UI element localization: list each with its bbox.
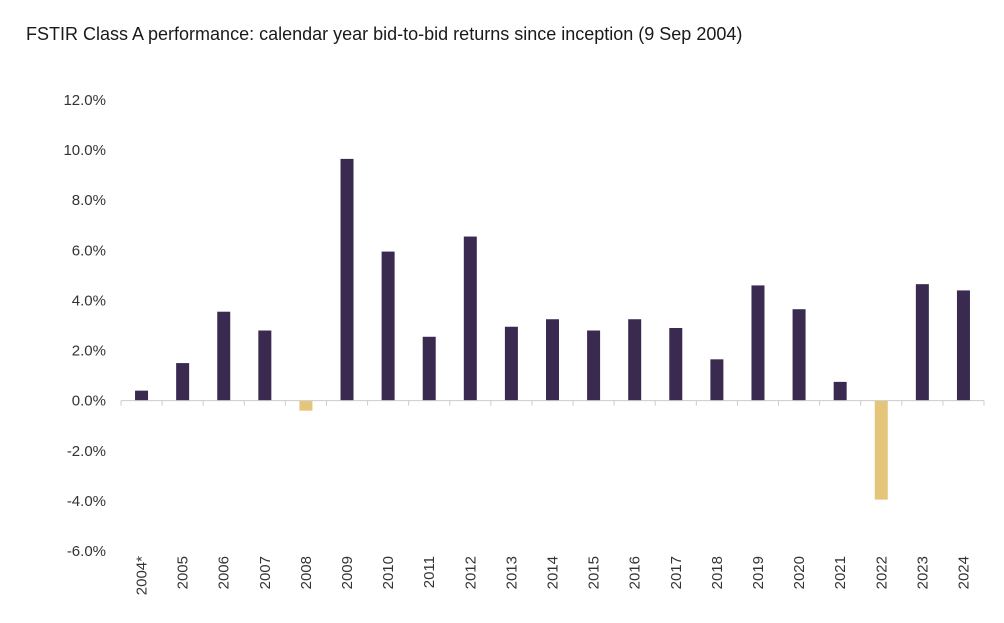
y-tick-label: 4.0% [72, 292, 106, 309]
x-tick-marks [120, 400, 985, 406]
x-tick-label: 2004* [134, 556, 151, 595]
bar-2004 [135, 390, 149, 401]
y-tick-label: -2.0% [67, 443, 106, 460]
bar-2015 [587, 330, 601, 401]
bar-2016 [628, 319, 642, 401]
x-tick-label: 2005 [175, 556, 192, 589]
y-tick-label: 2.0% [72, 343, 106, 360]
chart-title: FSTIR Class A performance: calendar year… [26, 24, 743, 44]
x-tick-label: 2015 [586, 556, 603, 589]
bar-2006 [217, 311, 231, 401]
bar-2022 [874, 400, 888, 500]
y-tick-label: 12.0% [63, 92, 106, 109]
bar-2019 [751, 285, 765, 401]
bar-2005 [176, 363, 190, 401]
bar-2008 [299, 400, 313, 411]
x-tick-label: 2010 [380, 556, 397, 589]
x-tick-label: 2011 [421, 556, 438, 588]
x-tick-label: 2022 [873, 556, 890, 589]
bar-2010 [381, 251, 395, 401]
y-tick-label: -4.0% [67, 493, 106, 510]
x-tick-label: 2014 [545, 556, 562, 589]
x-tick-label: 2007 [257, 556, 274, 589]
x-tick-label: 2021 [832, 556, 849, 589]
bar-2012 [463, 236, 477, 401]
x-tick-label: 2023 [914, 556, 931, 589]
x-tick-label: 2017 [668, 556, 685, 589]
y-tick-label: -6.0% [67, 543, 106, 560]
x-tick-label: 2020 [791, 556, 808, 589]
x-tick-label: 2016 [627, 556, 644, 589]
x-tick-label: 2013 [503, 556, 520, 589]
bar-2013 [504, 326, 518, 401]
bar-2017 [669, 328, 683, 401]
bar-2024 [956, 290, 970, 401]
x-axis-labels: 2004* 2005 2006 2007 2008 2009 2010 2011 2012 201… [134, 556, 973, 595]
y-tick-label: 6.0% [72, 242, 106, 259]
bar-2023 [915, 284, 929, 401]
y-tick-label: 0.0% [72, 393, 106, 410]
bar-2011 [422, 336, 436, 401]
bar-2009 [340, 158, 354, 401]
x-tick-label: 2006 [216, 556, 233, 589]
x-tick-label: 2008 [298, 556, 315, 589]
bar-2014 [546, 319, 559, 401]
bar-2020 [792, 309, 806, 401]
y-tick-label: 8.0% [72, 192, 106, 209]
bar-2007 [258, 330, 272, 401]
bars-layer [135, 158, 970, 500]
y-axis-labels: 12.0% 10.0% 8.0% 6.0% 4.0% 2.0% 0.0% -2.0% -4.0%… [63, 92, 106, 560]
x-tick-label: 2024 [955, 556, 972, 589]
x-tick-label: 2019 [750, 556, 767, 589]
x-tick-label: 2018 [709, 556, 726, 589]
bar-2018 [710, 359, 724, 401]
x-tick-label: 2012 [462, 556, 479, 589]
bar-2021 [833, 381, 847, 401]
x-tick-label: 2009 [339, 556, 356, 589]
y-tick-label: 10.0% [63, 142, 106, 159]
